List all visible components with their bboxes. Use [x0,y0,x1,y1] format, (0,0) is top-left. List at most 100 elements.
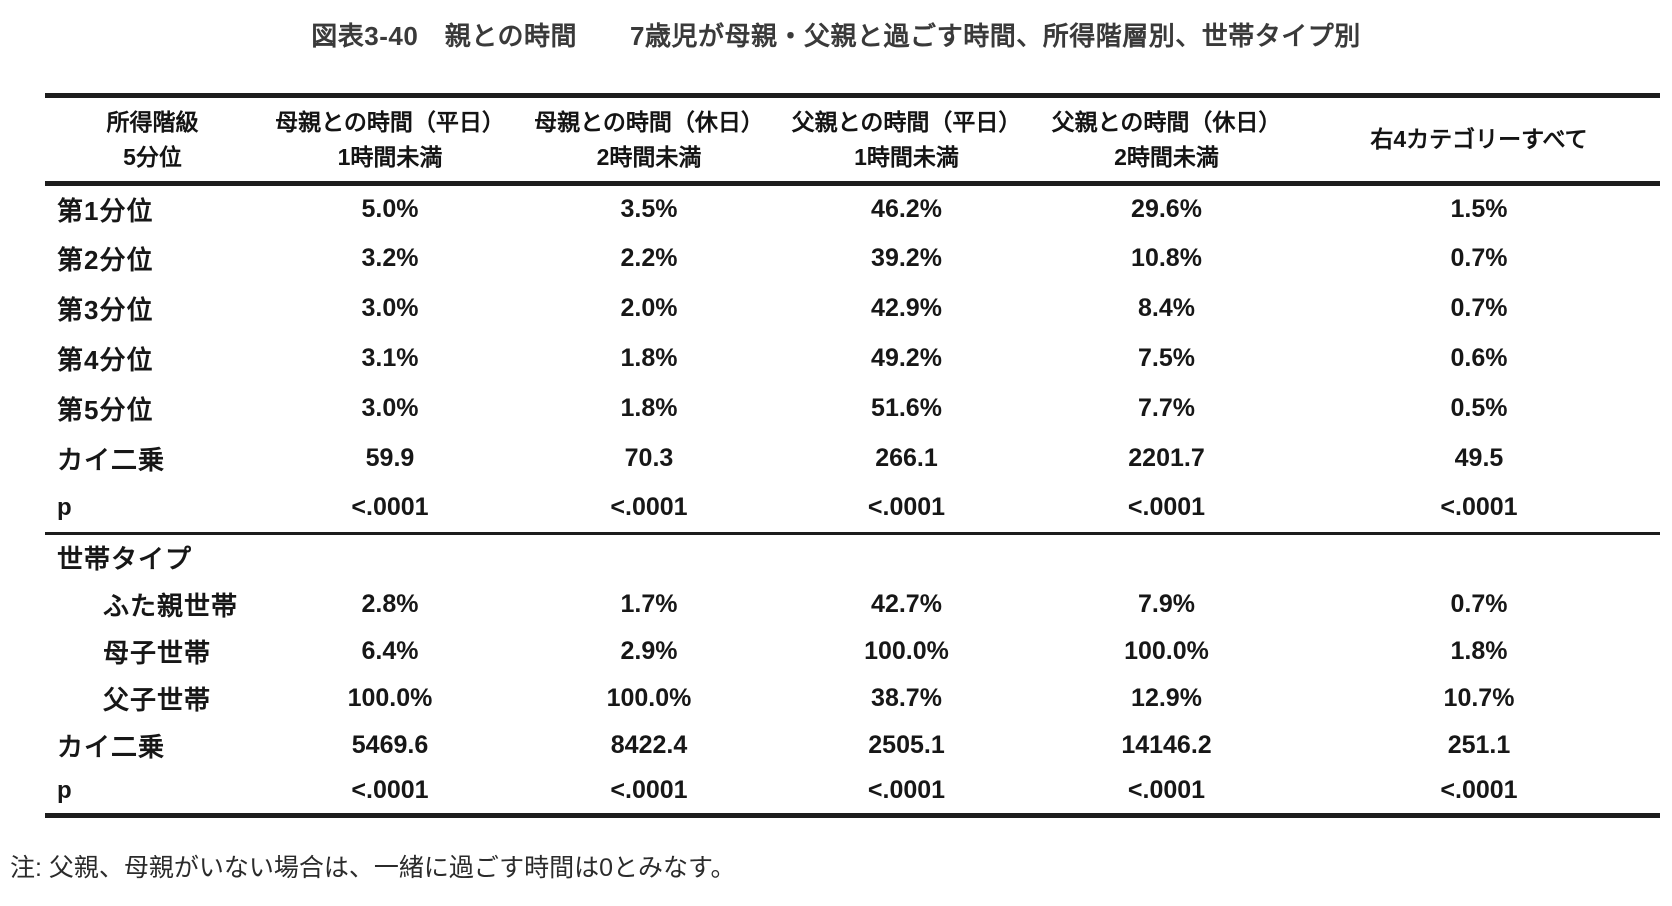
row-label: カイ二乗 [57,731,166,762]
income-p-value-row: p <.0001 <.0001 <.0001 <.0001 <.0001 [45,484,1660,534]
value-cell: 2.2% [620,244,678,272]
income-row-q5: 第5分位 3.0% 1.8% 51.6% 7.7% 0.5% [45,384,1660,434]
value-cell: 12.9% [1131,683,1202,712]
value-cell: 29.6% [1131,195,1202,224]
col-header-line1: 右4カテゴリーすべて [1370,126,1588,153]
col-header-father-weekday: 父親との時間（平日） 1時間未満 [778,96,1035,184]
value-cell: 2.8% [361,589,419,618]
col-header-line2: 1時間未満 [854,143,959,170]
col-header-line1: 父親との時間（平日） [791,109,1022,135]
row-label: 母子世帯 [103,637,212,668]
col-header-line1: 母親との時間（平日） [275,109,505,135]
value-cell: 7.9% [1138,589,1195,618]
value-cell: 0.7% [1450,244,1508,272]
row-label: ふた親世帯 [103,590,239,621]
value-cell: <.0001 [351,776,429,805]
value-cell: <.0001 [351,493,429,522]
value-cell: 0.5% [1450,394,1508,422]
value-cell: 2201.7 [1128,444,1205,472]
statistics-table: 所得階級 5分位 母親との時間（平日） 1時間未満 母親との時間（休日） 2時間… [45,93,1660,818]
value-cell: 70.3 [624,444,674,472]
value-cell: 1.8% [1450,636,1508,665]
value-cell: 100.0% [1124,636,1209,665]
value-cell: 100.0% [606,683,692,712]
household-chi-square-row: カイ二乗 5469.6 8422.4 2505.1 14146.2 251.1 [45,722,1660,769]
value-cell: 14146.2 [1121,730,1212,759]
income-row-q4: 第4分位 3.1% 1.8% 49.2% 7.5% 0.6% [45,334,1660,384]
row-label: 第1分位 [57,196,154,227]
value-cell: 3.0% [361,394,419,422]
col-header-line1: 父親との時間（休日） [1051,109,1282,135]
value-cell: 0.6% [1450,344,1508,372]
income-row-q3: 第3分位 3.0% 2.0% 42.9% 8.4% 0.7% [45,284,1660,334]
header-row: 所得階級 5分位 母親との時間（平日） 1時間未満 母親との時間（休日） 2時間… [45,96,1660,184]
section-header-label: 世帯タイプ [57,544,193,575]
col-header-income-class: 所得階級 5分位 [45,96,260,184]
row-label: 第3分位 [57,295,154,325]
income-row-q1: 第1分位 5.0% 3.5% 46.2% 29.6% 1.5% [45,184,1660,234]
income-quintile-section: 第1分位 5.0% 3.5% 46.2% 29.6% 1.5% 第2分位 3.2… [45,184,1660,534]
value-cell: 5.0% [361,195,419,224]
value-cell: 8.4% [1138,294,1195,322]
household-p-value-row: p <.0001 <.0001 <.0001 <.0001 <.0001 [45,769,1660,816]
value-cell: 251.1 [1447,730,1511,759]
value-cell: 0.7% [1450,589,1508,618]
col-header-line2: 1時間未満 [337,143,443,170]
value-cell: 100.0% [864,636,949,665]
row-label: カイ二乗 [57,445,166,475]
col-header-father-weekend: 父親との時間（休日） 2時間未満 [1035,96,1298,184]
col-header-all-four-categories: 右4カテゴリーすべて [1298,96,1660,184]
value-cell: 10.8% [1131,244,1202,272]
value-cell: 2.9% [620,636,678,665]
value-cell: 1.8% [620,394,678,422]
value-cell: 2.0% [620,294,678,322]
value-cell: 1.5% [1450,195,1508,224]
value-cell: 266.1 [875,444,938,472]
value-cell: 3.0% [361,294,419,322]
col-header-line2: 2時間未満 [596,143,702,170]
household-row-two-parent: ふた親世帯 2.8% 1.7% 42.7% 7.9% 0.7% [45,581,1660,628]
value-cell: 51.6% [871,394,942,422]
value-cell: 7.5% [1138,344,1195,372]
value-cell: 42.9% [871,294,942,322]
value-cell: 1.8% [620,344,678,372]
value-cell: 6.4% [361,636,419,665]
footnote: 注: 父親、母親がいない場合は、一緒に過ごす時間は0とみなす。 [10,854,736,882]
value-cell: 1.7% [620,589,678,618]
row-label: 第2分位 [57,245,154,275]
value-cell: <.0001 [1440,493,1518,522]
value-cell: 5469.6 [351,730,429,759]
value-cell: <.0001 [610,776,688,805]
value-cell: 42.7% [871,589,942,618]
col-header-mother-weekday: 母親との時間（平日） 1時間未満 [260,96,520,184]
income-chi-square-row: カイ二乗 59.9 70.3 266.1 2201.7 49.5 [45,434,1660,484]
value-cell: 39.2% [871,244,942,272]
row-label: p [57,493,72,521]
value-cell: 7.7% [1138,394,1195,422]
col-header-line2: 2時間未満 [1114,143,1219,170]
value-cell: 3.1% [361,344,419,372]
household-row-father-child: 父子世帯 100.0% 100.0% 38.7% 12.9% 10.7% [45,675,1660,722]
value-cell: 8422.4 [610,730,688,759]
value-cell: <.0001 [867,493,946,522]
row-label: p [57,776,72,804]
value-cell: 2505.1 [868,730,945,759]
value-cell: <.0001 [1127,776,1206,805]
household-type-header-row: 世帯タイプ [45,534,1660,581]
value-cell: 59.9 [365,444,415,472]
value-cell: 0.7% [1450,294,1508,322]
value-cell: 46.2% [871,195,942,224]
value-cell: 100.0% [347,683,433,712]
col-header-line1: 所得階級 [106,109,199,135]
value-cell: <.0001 [1440,776,1518,805]
value-cell: <.0001 [610,493,688,522]
value-cell: 49.5 [1454,444,1504,472]
figure-title: 図表3-40 親との時間 7歳児が母親・父親と過ごす時間、所得階層別、世帯タイプ… [311,21,1361,51]
value-cell: 49.2% [871,344,942,372]
row-label: 父子世帯 [103,684,212,715]
income-row-q2: 第2分位 3.2% 2.2% 39.2% 10.8% 0.7% [45,234,1660,284]
col-header-line2: 5分位 [123,143,182,170]
household-row-mother-child: 母子世帯 6.4% 2.9% 100.0% 100.0% 1.8% [45,628,1660,675]
col-header-line1: 母親との時間（休日） [534,109,764,135]
col-header-mother-weekend: 母親との時間（休日） 2時間未満 [520,96,778,184]
